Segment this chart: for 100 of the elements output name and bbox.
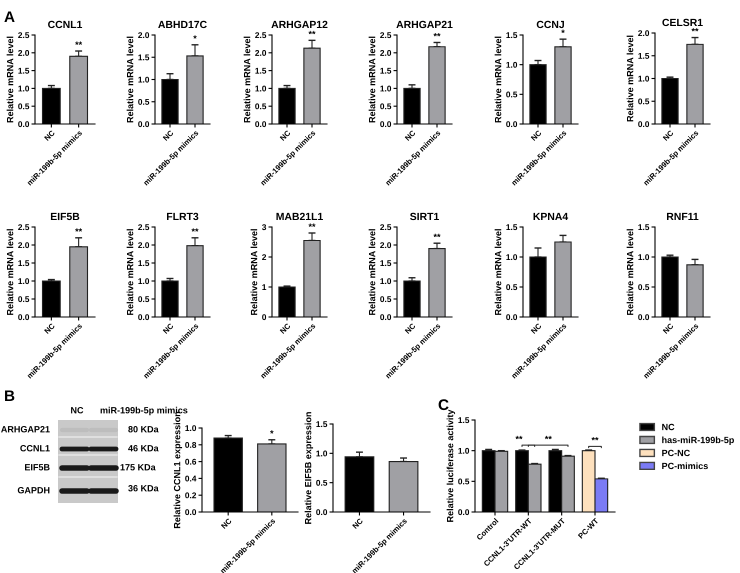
- y-tick-label: 0.0: [316, 509, 328, 516]
- y-tick-label: 0.0: [380, 121, 392, 128]
- y-tick-label: 0.5: [458, 478, 470, 484]
- chart-title: SIRT1: [410, 212, 439, 220]
- y-tick-label: 0.0: [185, 509, 196, 516]
- chart-title: FLRT3: [166, 212, 198, 220]
- y-axis-title: Relative mRNA level: [368, 36, 376, 122]
- text: B: [5, 390, 14, 401]
- y-tick-label: 0.0: [138, 121, 150, 128]
- y-tick-label: 1.0: [316, 450, 328, 456]
- chart-title: CCNL1: [48, 20, 82, 28]
- y-tick-label: 2.0: [138, 32, 150, 38]
- y-tick-label: 0.5: [138, 296, 150, 302]
- y-tick-label: 1.5: [138, 260, 150, 266]
- y-axis-title: Relative mRNA level: [6, 229, 14, 315]
- y-tick-label: 0.8: [185, 442, 196, 448]
- y-tick-label: 0.5: [316, 480, 328, 486]
- y-tick-label: 0.0: [638, 314, 650, 320]
- text: A: [4, 11, 15, 22]
- y-tick-label: 0.0: [458, 509, 470, 516]
- y-tick-label: 1.0: [138, 76, 150, 83]
- y-axis-title: Relative mRNA level: [494, 229, 502, 315]
- y-tick-label: 2.0: [138, 242, 150, 248]
- y-tick-label: 2.0: [18, 242, 30, 248]
- annotation: *: [561, 30, 565, 34]
- y-tick-label: 1.0: [380, 278, 392, 284]
- chart-title: EIF5B: [50, 212, 80, 220]
- annotation: **: [75, 42, 82, 45]
- y-tick-label: 3: [262, 224, 266, 230]
- y-tick-label: 0.6: [185, 458, 196, 465]
- legend-label: NC: [662, 424, 674, 430]
- y-axis-title: Relative EIF5B expression: [304, 412, 314, 524]
- text: 46 KDa: [128, 445, 159, 452]
- annotation: **: [592, 437, 599, 440]
- y-tick-label: 0.5: [638, 284, 650, 290]
- y-axis-title: Relative mRNA level: [126, 229, 134, 315]
- y-axis-title: Relative mRNA level: [626, 36, 634, 122]
- y-tick-label: 1: [262, 284, 266, 290]
- chart-title: ARHGAP21: [396, 20, 453, 28]
- y-tick-label: 2.5: [18, 32, 30, 38]
- y-tick-label: 0.5: [638, 98, 650, 104]
- y-tick-label: 1.5: [138, 54, 150, 60]
- y-tick-label: 0.5: [255, 103, 266, 110]
- y-tick-label: 1.0: [380, 86, 392, 92]
- annotation: **: [434, 33, 441, 36]
- y-tick-label: 1.0: [18, 278, 30, 284]
- y-tick-label: 1.5: [316, 421, 328, 428]
- y-tick-label: 0.5: [380, 296, 392, 302]
- y-tick-label: 1.0: [18, 86, 30, 92]
- y-tick-label: 2.5: [380, 32, 392, 38]
- text: ARHGAP21: [1, 426, 50, 432]
- y-tick-label: 1.0: [638, 254, 650, 260]
- annotation: **: [434, 234, 441, 238]
- text: 175 KDa: [120, 464, 156, 470]
- y-tick-label: 0.5: [138, 98, 150, 105]
- y-tick-label: 1.5: [638, 53, 650, 59]
- y-tick-label: 0.0: [638, 121, 650, 128]
- text: 80 KDa: [128, 426, 159, 432]
- annotation: **: [692, 28, 699, 32]
- y-tick-label: 2.5: [138, 224, 150, 230]
- annotation: **: [516, 436, 523, 440]
- y-tick-label: 2.5: [255, 32, 266, 38]
- y-tick-label: 1.0: [506, 254, 518, 260]
- y-tick-label: 0.5: [506, 92, 518, 98]
- y-tick-label: 1.5: [380, 68, 392, 74]
- text: C: [438, 399, 449, 410]
- y-axis-title: Relative mRNA level: [126, 36, 134, 122]
- y-tick-label: 0.0: [380, 314, 392, 320]
- chart-title: CELSR1: [662, 18, 703, 26]
- y-tick-label: 1.5: [638, 224, 650, 230]
- y-tick-label: 0.5: [506, 284, 518, 290]
- annotation: **: [308, 30, 316, 34]
- chart-title: MAB21L1: [276, 212, 323, 220]
- y-axis-title: Relative mRNA level: [494, 36, 502, 122]
- text: EIF5B: [25, 464, 50, 470]
- annotation: **: [75, 228, 82, 232]
- annotation: *: [193, 35, 197, 39]
- y-axis-title: Relative mRNA level: [368, 229, 376, 315]
- y-tick-label: 1.5: [18, 68, 30, 74]
- chart-title: CCNJ: [536, 20, 564, 28]
- y-tick-label: 1.5: [380, 260, 392, 266]
- chart-title: ARHGAP12: [271, 20, 328, 28]
- text: 36 KDa: [128, 485, 159, 492]
- y-tick-label: 1.0: [506, 62, 518, 68]
- y-tick-label: 0.0: [138, 314, 150, 320]
- y-tick-label: 1.0: [185, 425, 196, 432]
- y-tick-label: 1.0: [638, 76, 650, 82]
- chart-title: RNF11: [666, 212, 698, 220]
- y-tick-label: 1.5: [506, 32, 518, 38]
- y-axis-title: Relative mRNA level: [6, 36, 14, 122]
- y-tick-label: 0.0: [506, 314, 518, 320]
- y-tick-label: 0.4: [185, 476, 196, 482]
- legend-label: PC-NC: [662, 450, 690, 456]
- annotation: **: [308, 224, 316, 227]
- y-tick-label: 0.2: [185, 492, 196, 498]
- y-tick-label: 1.0: [458, 448, 470, 454]
- annotation: **: [544, 436, 552, 440]
- y-tick-label: 1.5: [506, 224, 518, 230]
- y-tick-label: 1.0: [138, 278, 150, 284]
- y-tick-label: 1.5: [458, 417, 470, 424]
